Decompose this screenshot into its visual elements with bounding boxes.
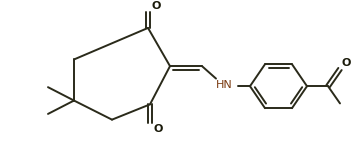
Text: O: O xyxy=(342,58,352,68)
Text: O: O xyxy=(153,124,163,134)
Text: HN: HN xyxy=(216,80,233,91)
Text: O: O xyxy=(151,1,160,11)
